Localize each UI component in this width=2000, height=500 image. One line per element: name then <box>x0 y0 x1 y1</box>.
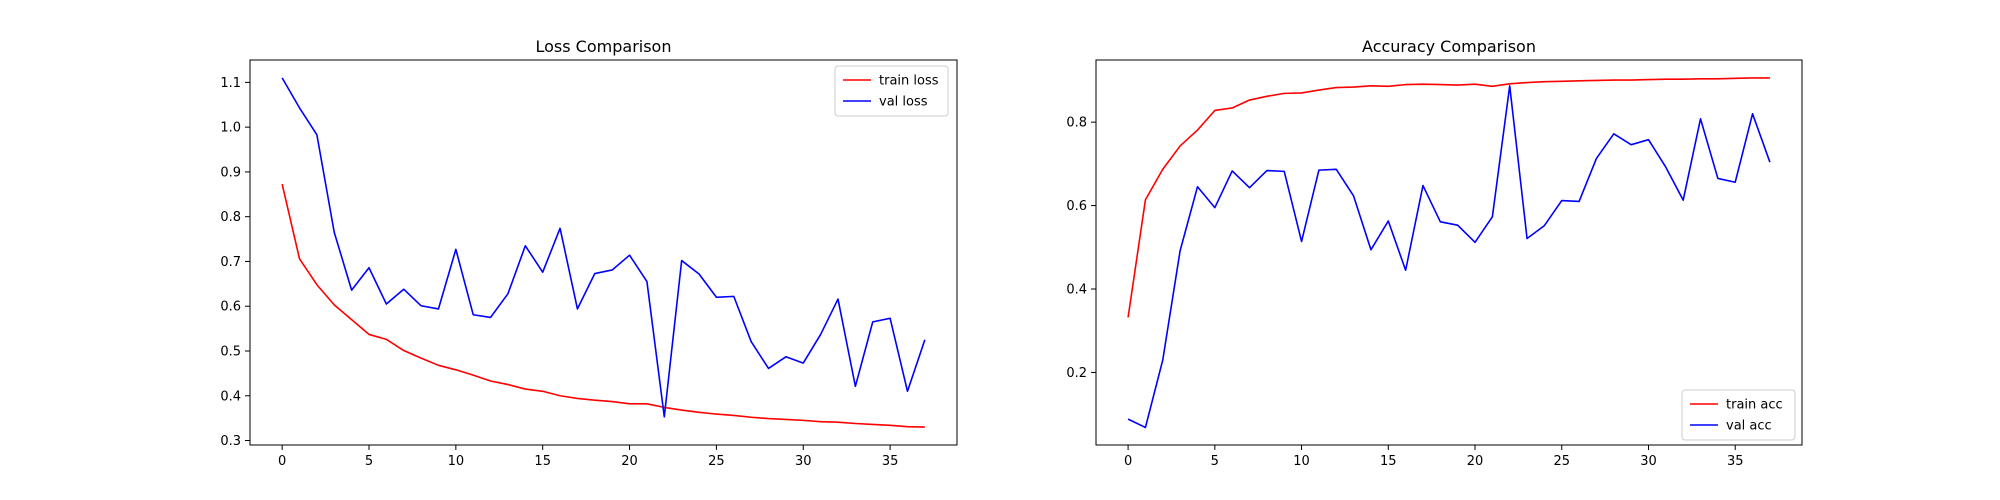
accuracy-x-tick-label: 35 <box>1727 454 1744 469</box>
accuracy-chart-title: Accuracy Comparison <box>1362 37 1536 56</box>
loss-legend-box <box>834 65 949 117</box>
loss-x-tick-label: 25 <box>708 454 725 469</box>
accuracy-legend-label: val acc <box>1726 419 1772 434</box>
loss-y-tick-label: 0.6 <box>220 300 241 315</box>
loss-legend: train loss val loss <box>834 65 949 117</box>
loss-x-tick-label: 15 <box>534 454 551 469</box>
accuracy-y-tick-label: 0.8 <box>1066 116 1087 131</box>
accuracy-chart: Accuracy Comparison 0 5 10 15 20 25 30 35 0.20.… <box>1066 37 1803 469</box>
loss-x-tick-label: 20 <box>621 454 638 469</box>
accuracy-legend-box <box>1681 389 1796 441</box>
loss-y-tick-label: 0.7 <box>220 255 241 270</box>
loss-y-axis: 0.3 0.4 0.5 0.6 0.7 0.8 0.9 1.0 1.1 <box>220 76 250 449</box>
accuracy-x-tick-label: 25 <box>1553 454 1570 469</box>
loss-x-axis: 0 5 10 15 20 25 30 35 <box>278 445 898 469</box>
accuracy-x-axis: 0 5 10 15 20 25 30 35 <box>1124 445 1744 469</box>
accuracy-x-tick-label: 0 <box>1124 454 1132 469</box>
loss-series-line-train-loss <box>281 183 925 428</box>
loss-chart-title: Loss Comparison <box>536 37 672 56</box>
loss-y-tick-label: 1.0 <box>220 121 241 136</box>
accuracy-series-line-train-acc <box>1127 77 1770 318</box>
loss-y-tick-label: 0.5 <box>220 344 241 359</box>
accuracy-series-layer <box>1127 77 1771 429</box>
loss-plot-frame <box>249 59 958 446</box>
loss-y-tick-label: 0.9 <box>220 165 241 180</box>
loss-chart: Loss Comparison 0 5 10 15 20 25 30 35 0.3 0.4 0.5… <box>220 37 958 469</box>
accuracy-y-tick-label: 0.6 <box>1066 199 1087 214</box>
loss-legend-label: train loss <box>879 74 939 89</box>
loss-x-tick-label: 30 <box>795 454 812 469</box>
accuracy-plot-frame <box>1095 59 1803 446</box>
accuracy-legend-label: train acc <box>1726 398 1783 413</box>
accuracy-x-tick-label: 10 <box>1293 454 1310 469</box>
loss-y-tick-label: 0.8 <box>220 210 241 225</box>
loss-y-tick-label: 0.4 <box>220 389 241 404</box>
loss-x-tick-label: 35 <box>882 454 899 469</box>
accuracy-y-tick-label: 0.2 <box>1066 366 1087 381</box>
accuracy-legend: train acc val acc <box>1681 389 1796 441</box>
loss-legend-label: val loss <box>879 95 928 110</box>
accuracy-x-tick-label: 15 <box>1380 454 1397 469</box>
accuracy-y-tick-label: 0.4 <box>1066 282 1087 297</box>
loss-x-tick-label: 0 <box>278 454 286 469</box>
loss-x-tick-label: 5 <box>365 454 373 469</box>
loss-y-tick-label: 1.1 <box>220 76 241 91</box>
accuracy-series-line-val-acc <box>1127 85 1771 429</box>
loss-series-layer <box>281 77 926 428</box>
accuracy-y-axis: 0.2 0.4 0.6 0.8 <box>1066 116 1096 381</box>
loss-x-tick-label: 10 <box>448 454 465 469</box>
accuracy-x-tick-label: 5 <box>1211 454 1219 469</box>
accuracy-x-tick-label: 20 <box>1467 454 1484 469</box>
accuracy-x-tick-label: 30 <box>1640 454 1657 469</box>
loss-y-tick-label: 0.3 <box>220 434 241 449</box>
loss-series-line-val-loss <box>281 77 926 418</box>
